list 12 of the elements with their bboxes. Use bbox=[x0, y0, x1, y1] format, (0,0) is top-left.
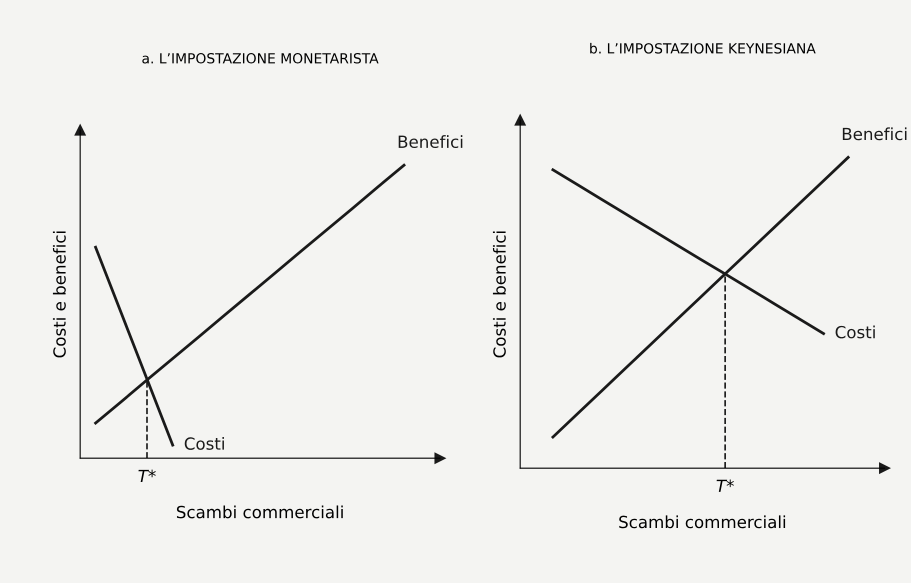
series-label: Benefici bbox=[842, 127, 906, 140]
series-label: Costi bbox=[184, 436, 224, 450]
chart-title: a. L’IMPOSTAZIONE MONETARISTA bbox=[142, 53, 379, 64]
chart-title: b. L’IMPOSTAZIONE KEYNESIANA bbox=[590, 42, 816, 54]
y-axis-title: Costi e benefici bbox=[52, 231, 66, 358]
series-label: Costi bbox=[836, 326, 875, 338]
text: T* bbox=[716, 480, 734, 492]
x-axis-title: Scambi commerciali bbox=[619, 515, 786, 528]
text: T* bbox=[138, 470, 156, 482]
y-axis-title: Costi e benefici bbox=[492, 231, 506, 358]
series-label: Benefici bbox=[398, 135, 462, 148]
x-axis-title: Scambi commerciali bbox=[176, 505, 343, 518]
